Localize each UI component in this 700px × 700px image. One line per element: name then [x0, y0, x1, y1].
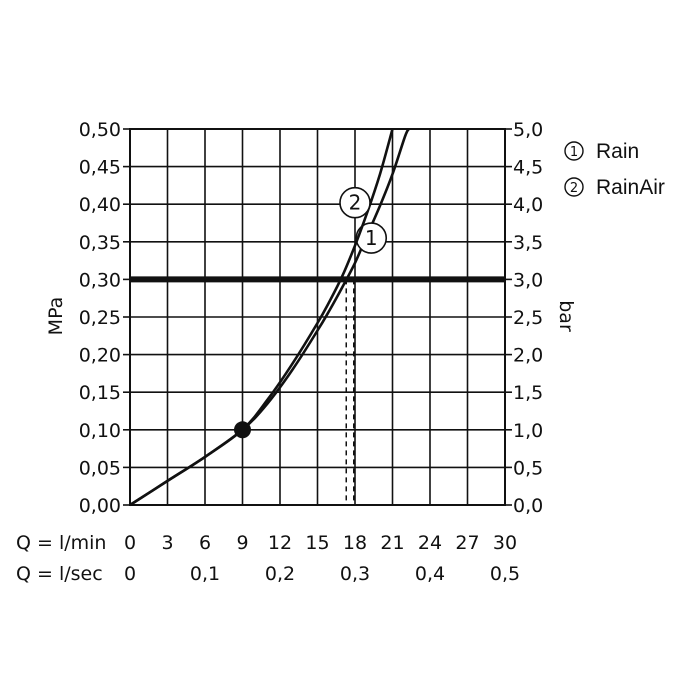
left-axis-ticks: 0,00 0,05 0,10 0,15 0,20 0,25 0,30 0,35 0,40 0,45… [79, 119, 130, 517]
right-tick-label: 0,5 [513, 457, 543, 479]
right-axis-ticks: 0,0 0,5 1,0 1,5 2,0 2,5 3,0 3,5 4,0 4,5 5,0 [505, 119, 543, 517]
x-lsec-tick-label: 0,4 [415, 563, 445, 585]
left-tick-label: 0,10 [79, 420, 121, 442]
x-lsec-tick-label: 0 [124, 563, 136, 585]
x-lmin-tick-label: 15 [305, 532, 329, 554]
left-tick-label: 0,20 [79, 345, 121, 367]
right-tick-label: 0,0 [513, 495, 543, 517]
x-axis-lmin-ticks: 0 3 6 9 12 15 18 21 24 27 30 [124, 532, 517, 554]
right-tick-label: 3,5 [513, 232, 543, 254]
x-lmin-tick-label: 18 [343, 532, 367, 554]
left-axis-title: MPa [45, 297, 67, 336]
left-tick-label: 0,30 [79, 269, 121, 291]
series-rain-label-symbol: 1 [365, 226, 378, 250]
series-rainair-label-circle [339, 186, 371, 219]
x-lsec-tick-label: 0,3 [340, 563, 370, 585]
series-rainair-label-symbol: 2 [349, 191, 362, 215]
x-lmin-tick-label: 30 [493, 532, 517, 554]
left-tick-label: 0,15 [79, 382, 121, 404]
left-tick-label: 0,25 [79, 307, 121, 329]
left-tick-label: 0,05 [79, 457, 121, 479]
x-lmin-tick-label: 21 [380, 532, 404, 554]
legend-item-rain: 1 Rain [564, 140, 639, 163]
right-tick-label: 2,5 [513, 307, 543, 329]
legend-rainair-symbol: 2 [570, 181, 578, 196]
right-tick-label: 3,0 [513, 269, 543, 291]
x-lmin-tick-label: 0 [124, 532, 136, 554]
legend-rain-symbol-circle [564, 141, 584, 161]
left-tick-label: 0,50 [79, 119, 121, 141]
x-axis-lsec-ticks: 0 0,1 0,2 0,3 0,4 0,5 [124, 563, 520, 585]
right-tick-label: 1,0 [513, 420, 543, 442]
x-lmin-tick-label: 6 [199, 532, 211, 554]
x-lmin-tick-label: 3 [161, 532, 173, 554]
left-tick-label: 0,35 [79, 232, 121, 254]
left-tick-label: 0,00 [79, 495, 121, 517]
right-tick-label: 2,0 [513, 345, 543, 367]
x-lsec-tick-label: 0,5 [490, 563, 520, 585]
legend-rain-label: Rain [596, 140, 639, 163]
right-tick-label: 5,0 [513, 119, 543, 141]
x-axis-lsec-label: Q = l/sec [16, 563, 103, 585]
legend: 1 Rain 2 RainAir [564, 140, 665, 199]
legend-rainair-label: RainAir [596, 176, 665, 199]
x-lmin-tick-label: 9 [236, 532, 248, 554]
marker-point [234, 421, 251, 439]
legend-rain-symbol: 1 [570, 145, 578, 160]
x-lsec-tick-label: 0,1 [190, 563, 220, 585]
left-tick-label: 0,40 [79, 194, 121, 216]
reference-lines [130, 276, 505, 505]
legend-item-rainair: 2 RainAir [564, 176, 665, 199]
x-lsec-tick-label: 0,2 [265, 563, 295, 585]
right-tick-label: 1,5 [513, 382, 543, 404]
x-axis-lmin-label: Q = l/min [16, 532, 106, 554]
x-lmin-tick-label: 12 [268, 532, 292, 554]
x-lmin-tick-label: 27 [455, 532, 479, 554]
series-rain-label-circle [355, 222, 388, 254]
right-tick-label: 4,0 [513, 194, 543, 216]
legend-rainair-symbol-circle [564, 177, 584, 197]
right-axis-title: bar [555, 300, 577, 332]
left-tick-label: 0,45 [79, 157, 121, 179]
right-tick-label: 4,5 [513, 157, 543, 179]
grid [129, 128, 506, 506]
series-group: 12 [129, 128, 410, 507]
x-lmin-tick-label: 24 [418, 532, 442, 554]
